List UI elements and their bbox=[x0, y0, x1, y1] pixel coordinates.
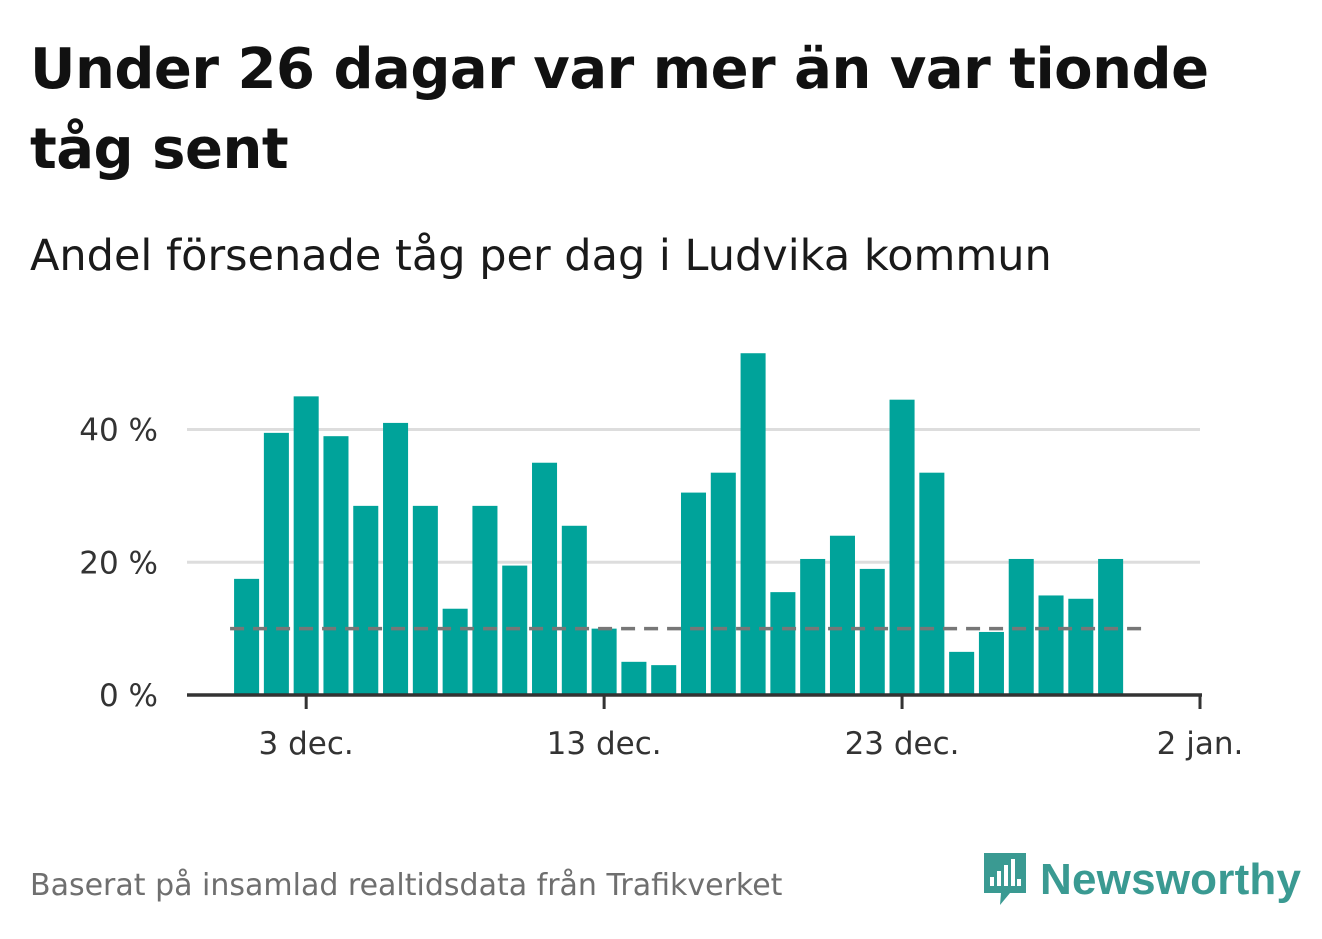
source-note: Baserat på insamlad realtidsdata från Tr… bbox=[30, 868, 783, 903]
y-tick-label: 0 % bbox=[99, 678, 158, 714]
bar bbox=[621, 661, 647, 695]
bar bbox=[710, 472, 736, 695]
chart-title: Under 26 dagar var mer än var tionde tåg… bbox=[30, 37, 1209, 182]
bar bbox=[740, 353, 766, 695]
bar-chart: 0 % 20 % 40 % 3 dec. 13 dec. 23 dec. 2 jan. bbox=[79, 353, 1244, 762]
bar bbox=[859, 568, 885, 695]
y-axis-labels: 0 % 20 % 40 % bbox=[79, 413, 158, 714]
newsworthy-bar-chart-logo-icon bbox=[984, 853, 1026, 905]
brand-name: Newsworthy bbox=[1040, 855, 1302, 904]
bar bbox=[680, 492, 707, 695]
bar bbox=[829, 535, 855, 695]
bar bbox=[949, 651, 975, 695]
bar bbox=[383, 422, 409, 695]
bars bbox=[234, 353, 1124, 695]
bar bbox=[472, 505, 498, 695]
bar bbox=[651, 665, 677, 695]
bar bbox=[442, 608, 468, 695]
bar bbox=[1038, 595, 1064, 695]
bar bbox=[889, 399, 915, 695]
x-tick-label: 13 dec. bbox=[547, 726, 662, 762]
x-axis bbox=[187, 693, 1202, 709]
x-tick-label: 3 dec. bbox=[259, 726, 354, 762]
bar bbox=[353, 505, 379, 695]
bar bbox=[263, 432, 289, 695]
bar bbox=[532, 462, 558, 695]
bar bbox=[591, 628, 617, 695]
bar bbox=[1068, 598, 1094, 695]
bar bbox=[770, 592, 796, 695]
x-tick-label: 2 jan. bbox=[1157, 726, 1244, 762]
bar bbox=[412, 505, 438, 695]
bar bbox=[323, 436, 349, 695]
y-tick-label: 20 % bbox=[79, 545, 158, 581]
newsworthy-logo: Newsworthy bbox=[980, 848, 1301, 912]
bar bbox=[919, 472, 945, 695]
bar bbox=[293, 396, 319, 695]
x-axis-labels: 3 dec. 13 dec. 23 dec. 2 jan. bbox=[259, 726, 1244, 762]
bar bbox=[561, 525, 587, 695]
bar bbox=[978, 631, 1004, 695]
y-tick-label: 40 % bbox=[79, 413, 158, 449]
chart-subtitle: Andel försenade tåg per dag i Ludvika ko… bbox=[30, 231, 1052, 281]
x-tick-label: 23 dec. bbox=[845, 726, 960, 762]
bar bbox=[234, 578, 260, 695]
